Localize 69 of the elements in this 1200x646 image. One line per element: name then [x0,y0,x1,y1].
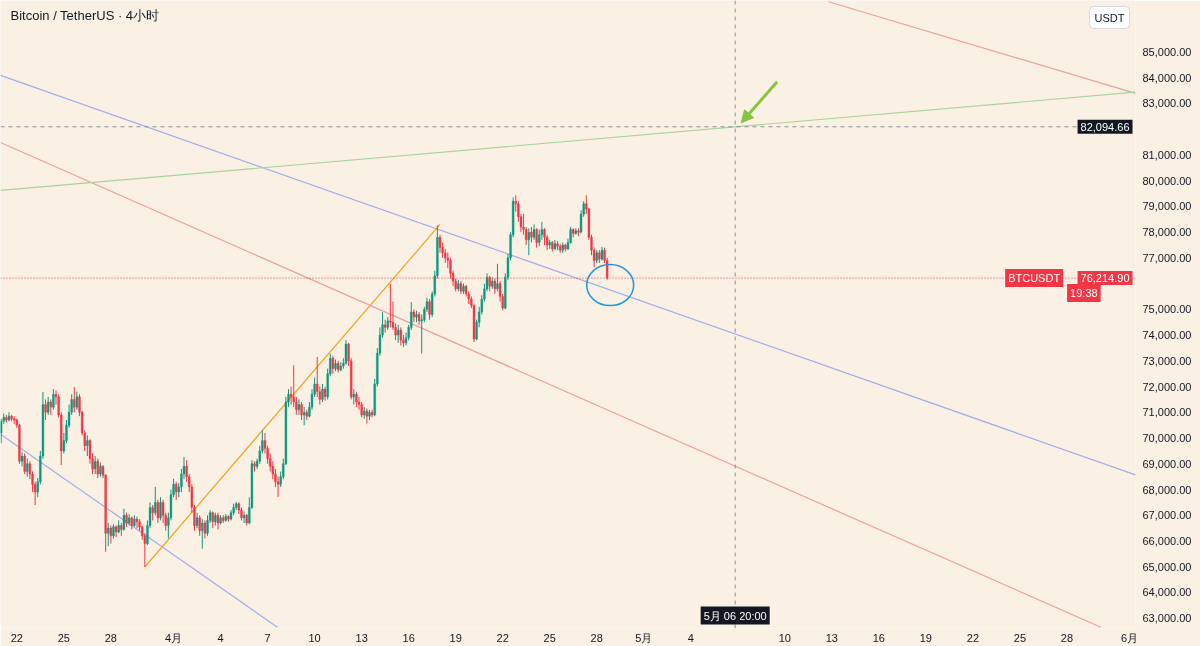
x-tick-label: 16 [872,631,885,644]
x-tick-label: 28 [1060,631,1074,644]
y-tick-label: 66,000.00 [1142,534,1192,547]
x-tick-label: 7 [264,631,271,644]
candlestick [0,418,3,444]
y-tick-label: 79,000.00 [1142,200,1192,213]
y-tick-label: 77,000.00 [1142,251,1192,264]
ref-line-label: 76,214.90 [1080,272,1130,285]
x-tick-label: 5月 [635,631,653,644]
x-tick-label: 19 [919,631,932,644]
candlestick [297,398,301,416]
y-tick-label: 81,000.00 [1142,148,1192,161]
candlestick [206,514,209,537]
x-tick-label: 13 [355,631,368,644]
x-tick-label: 25 [1013,631,1027,644]
ref-line-label: 82,094.66 [1080,120,1130,133]
x-tick-label: 10 [778,631,791,644]
text: Bitcoin / TetherUS · 4小时 [10,7,160,23]
y-tick-label: 68,000.00 [1142,483,1192,496]
x-tick-label: 4 [217,631,224,644]
y-tick-label: 71,000.00 [1142,406,1192,419]
x-tick-label: 6月 [1121,631,1139,644]
candlestick [26,458,29,478]
y-tick-label: 67,000.00 [1142,509,1192,522]
x-tick-label: 25 [543,631,556,644]
candlestick [159,496,162,521]
y-tick-label: 75,000.00 [1142,303,1192,316]
y-tick-label: 64,000.00 [1142,586,1192,599]
candlestick [389,283,392,328]
annotation: 19:38 [1070,287,1098,300]
x-tick-label: 10 [308,631,321,644]
y-tick-label: 72,000.00 [1142,380,1192,393]
candlestick [496,263,499,292]
y-tick-label: 69,000.00 [1142,457,1192,470]
y-tick-label: 73,000.00 [1142,354,1192,367]
candlestick [94,455,97,475]
candlestick [300,401,303,421]
y-tick-label: 74,000.00 [1142,329,1192,342]
annotation: BTCUSDT [1008,272,1061,285]
candlestick [86,434,89,457]
x-tick-label: 19 [449,631,462,644]
x-tick-label: 28 [104,631,117,644]
y-tick-label: 70,000.00 [1142,432,1192,445]
candlestick [52,388,55,411]
x-tick-label: 4月 [165,631,183,644]
candlestick [20,451,24,467]
candlestick [23,452,26,475]
candlestick [242,510,246,524]
x-tick-label: 22 [10,631,23,644]
x-tick-label: 22 [496,631,509,644]
y-tick-label: 78,000.00 [1142,226,1192,239]
y-axis-title: USDT [1094,11,1125,24]
y-tick-label: 83,000.00 [1142,97,1192,110]
candlestick [154,486,157,516]
y-tick-label: 65,000.00 [1142,560,1192,573]
ref-line-label: 5月 06 20:00 [703,609,767,622]
x-tick-label: 16 [402,631,415,644]
x-tick-label: 25 [57,631,70,644]
candlestick [201,518,204,550]
y-tick-label: 84,000.00 [1142,71,1192,84]
candlestick [438,234,442,254]
y-tick-label: 85,000.00 [1142,45,1192,58]
x-tick-label: 4 [687,631,694,644]
y-tick-label: 80,000.00 [1142,174,1192,187]
x-tick-label: 13 [825,631,838,644]
y-tick-label: 63,000.00 [1142,612,1192,625]
x-tick-label: 28 [590,631,603,644]
x-tick-label: 22 [966,631,980,644]
candlestick [73,386,76,413]
